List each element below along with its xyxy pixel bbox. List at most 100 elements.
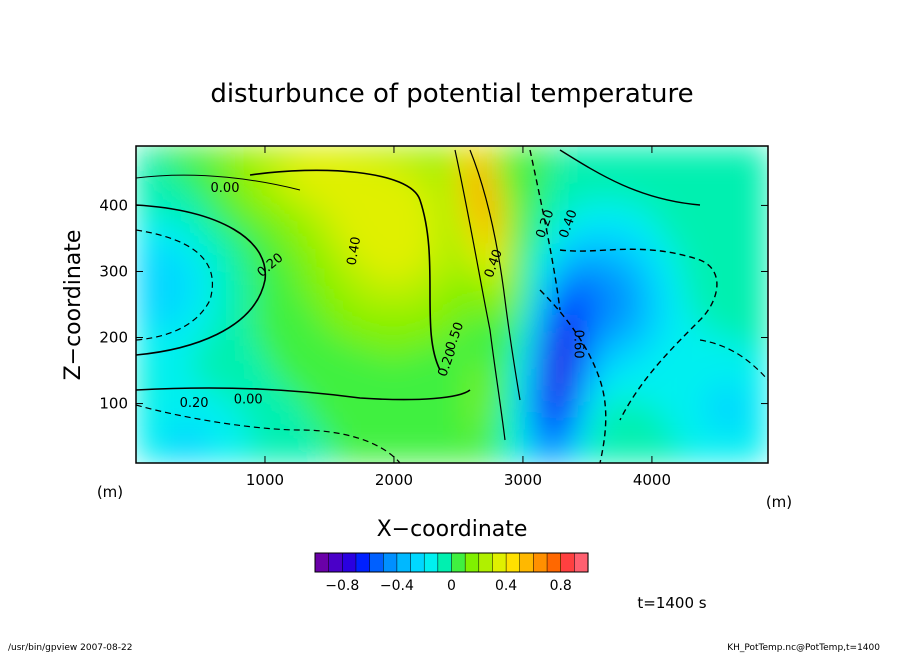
heatmap-cell (288, 233, 300, 244)
heatmap-cell (677, 295, 688, 305)
colorbar-swatch (464, 552, 480, 573)
heatmap-cell (388, 348, 399, 358)
heatmap-cell (334, 409, 345, 420)
heatmap-cell (225, 339, 236, 350)
heatmap-cell (614, 374, 625, 385)
heatmap-cell (614, 444, 625, 455)
heatmap-cell (668, 207, 679, 217)
heatmap-cell (343, 242, 354, 253)
heatmap-cell (307, 198, 318, 209)
heatmap-cell (758, 304, 768, 314)
heatmap-cell (478, 295, 489, 305)
heatmap-cell (740, 233, 751, 244)
heatmap-cell (334, 154, 345, 165)
heatmap-cell (307, 356, 318, 367)
heatmap-cell (243, 453, 254, 463)
heatmap-cell (740, 304, 751, 314)
heatmap-cell (234, 312, 245, 323)
heatmap-cell (713, 180, 724, 191)
heatmap-cell (153, 163, 164, 173)
heatmap-cell (614, 146, 625, 156)
heatmap-cell (451, 277, 462, 288)
heatmap-cell (144, 180, 155, 191)
heatmap-cell (550, 268, 561, 279)
heatmap-cell (334, 348, 345, 358)
heatmap-cell (686, 356, 697, 367)
heatmap-cell (686, 154, 697, 165)
heatmap-cell (478, 312, 489, 323)
heatmap-cell (740, 163, 751, 173)
heatmap-cell (568, 330, 579, 341)
heatmap-cell (632, 330, 643, 341)
colorbar-swatch (369, 552, 384, 573)
heatmap-cell (677, 356, 688, 367)
heatmap-cell (623, 330, 634, 341)
heatmap-cell (243, 356, 254, 367)
heatmap-cell (523, 277, 534, 288)
heatmap-cell (523, 409, 534, 420)
heatmap-cell (397, 418, 408, 429)
heatmap-cell (307, 224, 318, 235)
heatmap-cell (307, 409, 318, 420)
heatmap-cell (424, 207, 435, 217)
heatmap-cell (180, 356, 191, 367)
heatmap-cell (505, 154, 516, 165)
heatmap-cell (352, 356, 363, 367)
heatmap-cell (659, 198, 670, 209)
heatmap-cell (677, 146, 688, 156)
heatmap-cell (686, 268, 697, 279)
heatmap-cell (595, 286, 606, 297)
heatmap-cell (316, 321, 327, 332)
heatmap-cell (740, 400, 751, 411)
heatmap-cell (343, 215, 354, 226)
heatmap-cell (343, 330, 354, 341)
heatmap-cell (541, 295, 552, 305)
heatmap-cell (370, 154, 381, 165)
heatmap-cell (487, 189, 498, 200)
heatmap-cell (722, 339, 733, 350)
heatmap-cell (695, 233, 706, 244)
heatmap-cell (641, 436, 652, 446)
heatmap-cell (496, 356, 507, 367)
heatmap-cell (451, 312, 462, 323)
heatmap-cell (514, 453, 525, 463)
heatmap-cell (695, 154, 706, 165)
heatmap-cell (207, 330, 218, 341)
heatmap-cell (451, 224, 462, 235)
heatmap-cell (758, 348, 768, 358)
heatmap-cell (307, 207, 318, 217)
heatmap-cell (586, 207, 597, 217)
heatmap-cell (514, 277, 525, 288)
heatmap-cell (144, 224, 155, 235)
heatmap-cell (523, 418, 534, 429)
heatmap-cell (523, 295, 534, 305)
heatmap-cell (442, 146, 453, 156)
heatmap-cell (325, 251, 336, 261)
heatmap-cell (505, 198, 516, 209)
heatmap-cell (722, 400, 733, 411)
heatmap-cell (659, 268, 670, 279)
heatmap-cell (307, 365, 318, 376)
heatmap-cell (704, 233, 715, 244)
heatmap-cell (261, 348, 272, 358)
heatmap-cell (586, 436, 597, 446)
heatmap-cell (279, 198, 290, 209)
heatmap-cell (568, 418, 579, 429)
heatmap-cell (758, 251, 768, 261)
heatmap-cell (595, 295, 606, 305)
heatmap-cell (216, 251, 227, 261)
heatmap-cell (595, 224, 606, 235)
heatmap-cell (650, 163, 661, 173)
heatmap-cell (298, 207, 309, 217)
heatmap-cell (451, 180, 462, 191)
heatmap-cell (623, 427, 634, 438)
heatmap-cell (668, 268, 679, 279)
heatmap-cell (650, 207, 661, 217)
heatmap-cell (352, 400, 363, 411)
heatmap-cell (614, 215, 625, 226)
heatmap-cell (136, 383, 146, 394)
heatmap-cell (316, 365, 327, 376)
heatmap-cell (198, 312, 209, 323)
heatmap-cell (433, 339, 444, 350)
heatmap-cell (379, 259, 390, 270)
